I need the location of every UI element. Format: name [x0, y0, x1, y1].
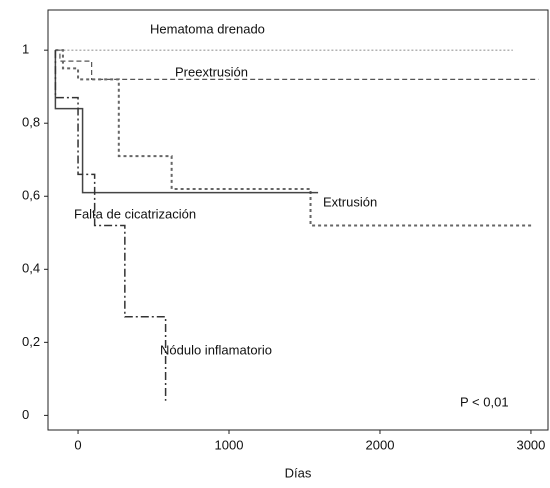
x-tick-label: 3000	[516, 437, 545, 452]
survival-curve	[54, 50, 167, 401]
plot-frame	[47, 9, 549, 431]
curve-label: Falta de cicatrización	[74, 206, 196, 221]
x-tick-label: 1000	[215, 437, 244, 452]
x-axis-label: Días	[285, 465, 312, 480]
annotation: P < 0,01	[460, 394, 509, 409]
y-tick-label: 1	[22, 42, 29, 57]
curve-label: Preextrusión	[175, 64, 248, 79]
curve-label: Nódulo inflamatorio	[160, 342, 272, 357]
survival-curve	[55, 49, 534, 227]
y-tick-label: 0,4	[22, 261, 40, 276]
x-tick-label: 0	[74, 437, 81, 452]
y-tick-label: 0	[22, 407, 29, 422]
y-tick-label: 0,6	[22, 188, 40, 203]
x-tick-label: 2000	[366, 437, 395, 452]
curve-label: Extrusión	[323, 194, 377, 209]
y-tick-label: 0,8	[22, 115, 40, 130]
y-tick-label: 0,2	[22, 334, 40, 349]
curve-label: Hematoma drenado	[150, 21, 265, 36]
survival-curve	[55, 49, 539, 80]
